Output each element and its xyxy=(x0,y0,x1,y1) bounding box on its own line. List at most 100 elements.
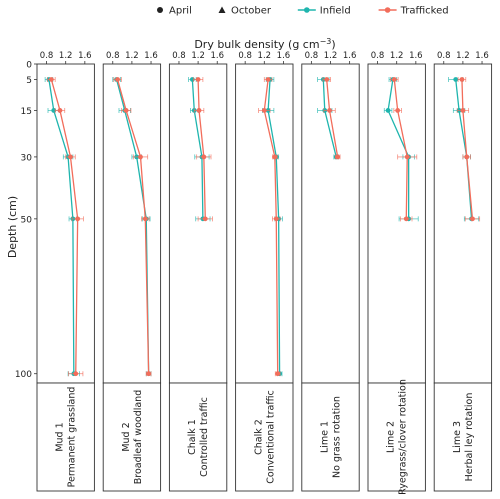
legend-triangle-icon xyxy=(218,6,226,13)
legend: April October Infield Trafficked xyxy=(157,6,449,17)
strip-label-line2: Controlled traffic xyxy=(199,397,210,477)
x-tick-label: 1.6 xyxy=(277,51,291,61)
strip-label-line1: Chalk 2 xyxy=(253,419,264,455)
strip-label-line2: Herbal ley rotation xyxy=(464,393,475,482)
data-point xyxy=(404,154,410,160)
data-point xyxy=(464,154,470,160)
strip-label-line1: Mud 1 xyxy=(55,422,66,451)
strip-frame xyxy=(433,382,493,492)
data-point xyxy=(48,77,54,82)
data-point xyxy=(142,216,148,222)
x-tick-label: 0.8 xyxy=(437,51,451,61)
y-axis: 0 5 15 30 50 100 xyxy=(15,61,37,380)
facet-strip: Mud 2Broadleaf woodland xyxy=(102,382,162,492)
x-tick-label: 0.8 xyxy=(371,51,385,61)
x-tick-label: 1.2 xyxy=(456,51,470,61)
data-point xyxy=(115,77,120,82)
series-line xyxy=(197,79,206,219)
y-tick-label: 15 xyxy=(21,107,32,117)
strip-label: Chalk 1Controlled traffic xyxy=(187,397,210,477)
data-point xyxy=(196,108,202,113)
data-point xyxy=(201,154,207,160)
x-tick-label: 0.8 xyxy=(106,51,120,61)
facet-panel: 0.8 1.2 1.6 Mud 2Broadleaf woodland xyxy=(102,51,162,492)
data-point xyxy=(68,154,73,160)
data-point xyxy=(57,108,63,113)
x-tick-label: 1.2 xyxy=(390,51,404,61)
y-tick-label: 50 xyxy=(21,215,33,225)
legend-circle-icon xyxy=(157,7,163,13)
x-tick-label: 1.6 xyxy=(144,51,158,61)
strip-label-line2: Broadleaf woodland xyxy=(133,390,144,485)
data-point xyxy=(261,108,267,113)
legend-dot-swatch xyxy=(304,7,310,13)
facet-strip: Lime 2Ryegrass/clover rotation xyxy=(367,379,426,495)
y-axis-label: Depth (cm) xyxy=(6,196,19,258)
facet-panel: 0.8 1.2 1.6 Lime 3Herbal ley rotation xyxy=(433,51,493,492)
data-point xyxy=(459,77,465,82)
data-point xyxy=(146,371,152,377)
x-tick-label: 1.6 xyxy=(343,51,357,61)
x-tick-label: 1.2 xyxy=(59,51,73,61)
data-point xyxy=(391,77,397,82)
panel-frame xyxy=(168,63,228,384)
data-point xyxy=(395,108,401,113)
data-point xyxy=(327,108,332,113)
facet-strip: Lime 3Herbal ley rotation xyxy=(433,382,493,492)
data-point xyxy=(272,154,278,160)
data-point xyxy=(470,216,475,222)
panel-frame xyxy=(36,63,95,384)
data-point xyxy=(403,216,409,222)
x-axis-label-main: Dry bulk density (g cm xyxy=(194,38,319,51)
strip-label: Lime 1No grass rotation xyxy=(320,396,343,478)
strip-label: Mud 1Permanent grassland xyxy=(55,387,78,488)
facet-strip: Mud 1Permanent grassland xyxy=(36,382,95,492)
facet-strip: Lime 1No grass rotation xyxy=(301,382,360,492)
x-axis-label: Dry bulk density (g cm−3) xyxy=(194,37,335,51)
data-point xyxy=(195,77,201,82)
data-point xyxy=(460,108,466,113)
x-tick-label: 0.8 xyxy=(305,51,319,61)
x-tick-label: 0.8 xyxy=(40,51,54,61)
data-point xyxy=(265,77,271,82)
x-tick-label: 1.6 xyxy=(475,51,489,61)
data-point xyxy=(75,216,81,222)
strip-frame xyxy=(168,382,228,492)
legend-color-label: Infield xyxy=(320,6,351,17)
y-tick-label: 0 xyxy=(26,61,32,71)
x-tick-label: 1.6 xyxy=(78,51,92,61)
facet-panel: 0.8 1.2 1.6 Lime 1No grass rotation xyxy=(301,51,360,492)
strip-label-line1: Chalk 1 xyxy=(187,419,198,455)
strip-label-line1: Lime 3 xyxy=(452,421,463,453)
x-tick-label: 1.6 xyxy=(210,51,224,61)
facet-strip: Chalk 2Conventional traffic xyxy=(235,382,294,492)
strip-label: Mud 2Broadleaf woodland xyxy=(121,390,144,485)
data-point xyxy=(273,216,279,222)
x-tick-label: 1.2 xyxy=(258,51,272,61)
data-point xyxy=(202,216,208,222)
facet-panel: 0.8 1.2 1.6 Chalk 1Controlled traffic xyxy=(168,51,228,492)
data-point xyxy=(335,154,341,160)
panel-frame xyxy=(102,63,162,384)
x-tick-label: 1.2 xyxy=(191,51,205,61)
y-tick-label: 30 xyxy=(21,153,33,163)
strip-label-line1: Lime 1 xyxy=(320,421,331,453)
strip-label-line2: Permanent grassland xyxy=(67,387,78,488)
strip-frame xyxy=(102,382,162,492)
x-axis-label-sup: −3 xyxy=(320,37,332,46)
series-line xyxy=(461,79,474,219)
x-tick-label: 0.8 xyxy=(172,51,186,61)
series-line xyxy=(393,79,408,219)
strip-label-line1: Mud 2 xyxy=(121,422,132,451)
series-line xyxy=(191,79,204,219)
x-tick-label: 1.2 xyxy=(324,51,338,61)
facet-panel: 0.8 1.2 1.6 Chalk 2Conventional traffic xyxy=(235,51,294,492)
strip-label-line2: No grass rotation xyxy=(332,396,343,478)
legend-dot-swatch xyxy=(384,7,391,13)
y-tick-label: 100 xyxy=(15,370,32,380)
legend-shape-label: October xyxy=(231,6,272,17)
strip-label-line2: Ryegrass/clover rotation xyxy=(398,379,409,495)
x-axis-label-close: ) xyxy=(331,38,335,51)
x-tick-label: 1.6 xyxy=(409,51,423,61)
